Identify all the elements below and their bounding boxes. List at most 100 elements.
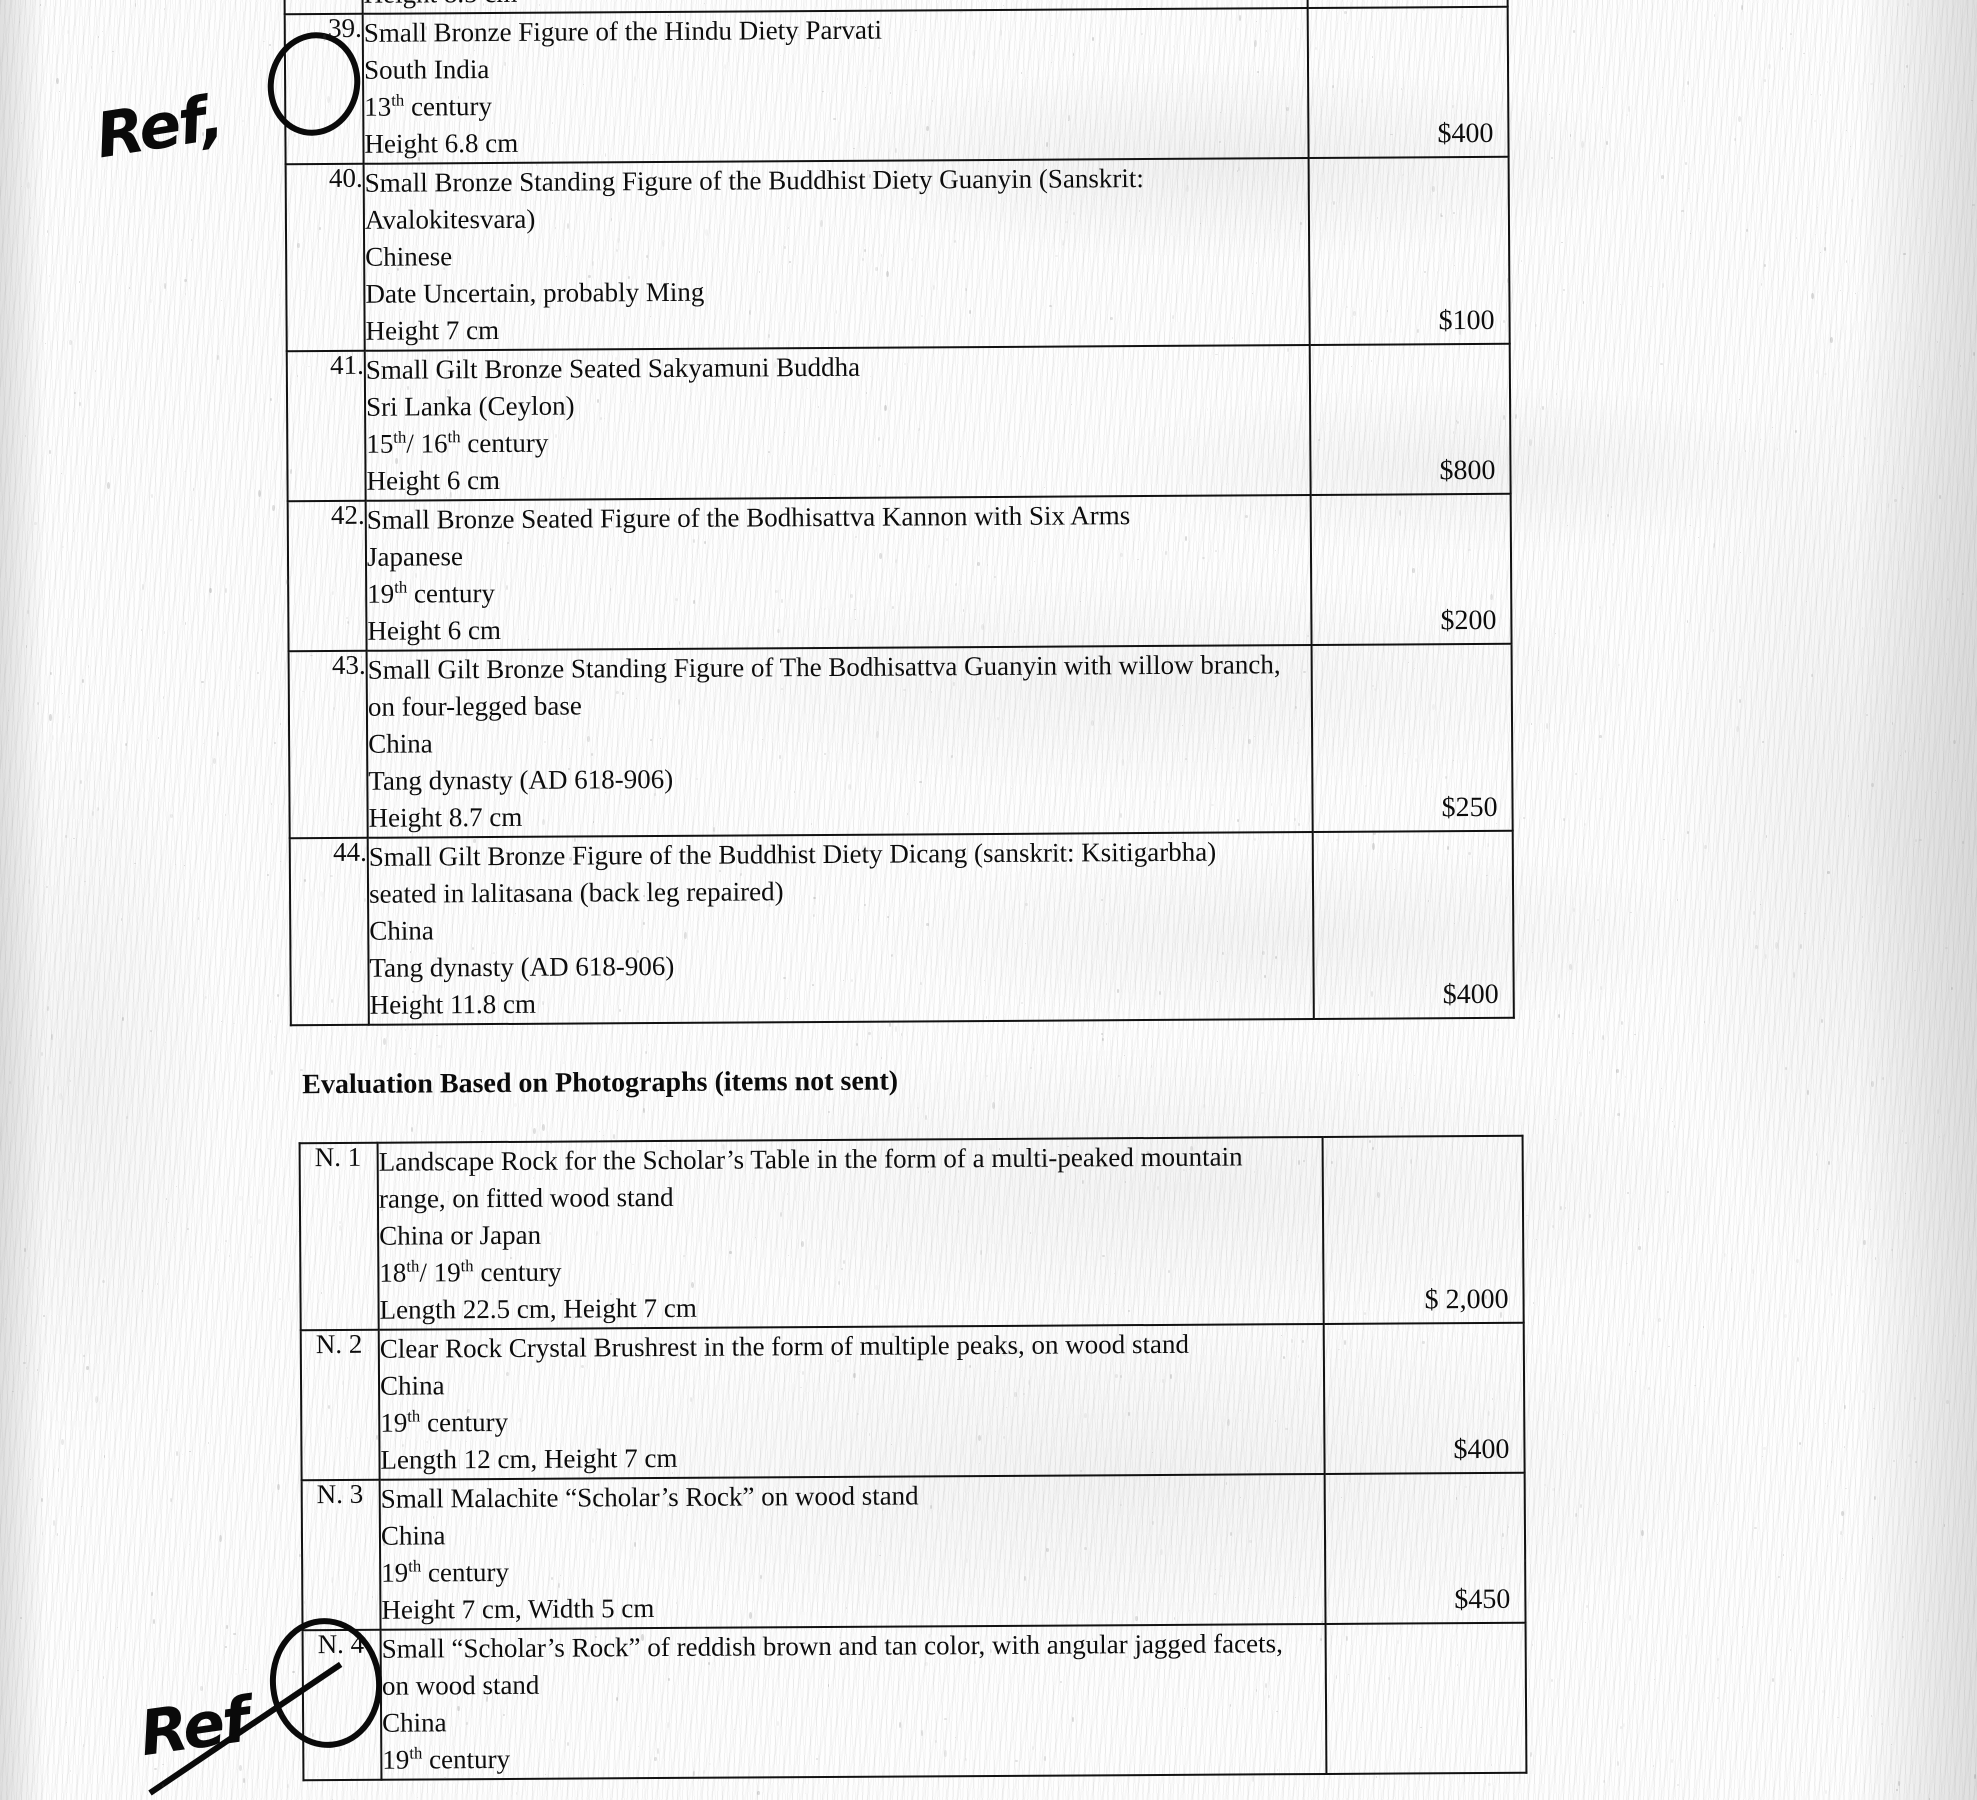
description-line: on four-legged base — [367, 690, 582, 722]
scan-speck — [1929, 1798, 1930, 1800]
row-price-cell — [1325, 1622, 1527, 1774]
row-description-cell: Landscape Rock for the Scholar’s Table i… — [377, 1136, 1324, 1330]
row-price-cell: $100 — [1308, 156, 1510, 346]
description-line: Height 7 cm, Width 5 cm — [381, 1593, 655, 1625]
row-number-cell: 40. — [285, 163, 365, 352]
lots-table-body: Height 8.5 cm$50039.Small Bronze Figure … — [284, 0, 1514, 1026]
price-value: $ 2,000 — [1424, 1283, 1509, 1316]
description-line: Small “Scholar’s Rock” of reddish brown … — [381, 1628, 1283, 1664]
row-price-cell: $450 — [1324, 1472, 1526, 1624]
description-line: China — [380, 1520, 446, 1551]
description-line: 13th century — [364, 90, 493, 122]
description-line: China — [382, 1707, 447, 1738]
description-line: Chinese — [365, 241, 453, 272]
description-line: Date Uncertain, probably Ming — [365, 276, 705, 309]
price-value: $400 — [1453, 1433, 1510, 1466]
description-line: 18th/ 19th century — [379, 1256, 562, 1288]
description-line: Small Gilt Bronze Standing Figure of The… — [367, 649, 1281, 685]
row-price-cell: $400 — [1307, 6, 1509, 159]
row-price-cell: $400 — [1323, 1322, 1525, 1474]
table-row: N. 3 Small Malachite “Scholar’s Rock” on … — [301, 1472, 1526, 1631]
price-value: $100 — [1438, 304, 1495, 337]
row-description-cell: Small Bronze Figure of the Hindu Diety P… — [362, 8, 1309, 164]
table-row: 44. Small Gilt Bronze Figure of the Buddh… — [289, 830, 1514, 1026]
price-value: $400 — [1437, 117, 1494, 150]
description-line: 19th century — [380, 1406, 509, 1438]
description-line: 19th century — [381, 1556, 510, 1588]
description-line: Height 11.8 cm — [369, 988, 537, 1020]
price-value: $200 — [1440, 604, 1497, 637]
description-line: Sri Lanka (Ceylon) — [365, 390, 575, 422]
price-value: $400 — [1442, 978, 1499, 1011]
table-row: 42. Small Bronze Seated Figure of the Bod… — [287, 493, 1512, 652]
row-number-cell: 42. — [287, 500, 367, 652]
description-line: South India — [363, 54, 490, 85]
row-price-cell: $ 2,000 — [1322, 1135, 1524, 1324]
row-number-cell: 44. — [289, 837, 369, 1026]
description-line: 19th century — [382, 1743, 511, 1775]
description-line: Small Bronze Figure of the Hindu Diety P… — [363, 14, 883, 48]
table-row: 40. Small Bronze Standing Figure of the B… — [285, 156, 1510, 352]
price-value: $800 — [1439, 454, 1496, 487]
description-line: Tang dynasty (AD 618-906) — [368, 763, 674, 796]
description-line: Height 7 cm — [365, 314, 500, 346]
price-value: $450 — [1454, 1583, 1511, 1616]
row-description-cell: Clear Rock Crystal Brushrest in the form… — [378, 1323, 1325, 1480]
row-price-cell: $800 — [1309, 343, 1511, 496]
row-description-cell: Small Gilt Bronze Standing Figure of The… — [366, 645, 1313, 838]
description-line: Small Bronze Standing Figure of the Budd… — [364, 163, 1144, 198]
description-line: China — [369, 915, 434, 946]
description-line: Landscape Rock for the Scholar’s Table i… — [378, 1141, 1243, 1177]
price-value: $250 — [1441, 791, 1498, 824]
handwritten-ref-note-bottom: Ref — [135, 1682, 253, 1771]
row-number-cell: 41. — [286, 350, 366, 502]
description-line: Tang dynasty (AD 618-906) — [369, 950, 675, 983]
description-line: Height 6 cm — [367, 614, 502, 646]
description-line: China — [379, 1370, 445, 1401]
row-description-cell: Small Gilt Bronze Seated Sakyamuni Buddh… — [364, 345, 1311, 501]
description-line: Length 22.5 cm, Height 7 cm — [379, 1292, 697, 1325]
description-line: Small Bronze Seated Figure of the Bodhis… — [366, 500, 1131, 535]
row-number-cell: N. 1 — [299, 1142, 379, 1331]
row-description-cell: Small Malachite “Scholar’s Rock” on wood… — [379, 1473, 1326, 1630]
table-row: N. 4 Small “Scholar’s Rock” of reddish br… — [302, 1622, 1527, 1781]
photographs-table: N. 1 Landscape Rock for the Scholar’s Tab… — [299, 1135, 1528, 1781]
description-line: 15th/ 16th century — [366, 427, 549, 459]
row-description-cell: Small Bronze Seated Figure of the Bodhis… — [365, 495, 1312, 651]
description-line: Avalokitesvara) — [364, 203, 536, 235]
description-line: Height 6.8 cm — [364, 127, 519, 159]
description-line: Small Gilt Bronze Figure of the Buddhist… — [368, 836, 1217, 872]
row-price-cell: $200 — [1310, 493, 1512, 646]
row-description-cell: Small Bronze Standing Figure of the Budd… — [363, 158, 1310, 351]
description-line: Height 8.7 cm — [368, 801, 523, 833]
section-heading-photographs: Evaluation Based on Photographs (items n… — [302, 1065, 899, 1101]
description-line: 19th century — [367, 577, 496, 609]
table-row: 41. Small Gilt Bronze Seated Sakyamuni Bu… — [286, 343, 1511, 502]
description-line: Small Gilt Bronze Seated Sakyamuni Buddh… — [365, 351, 861, 385]
table-row: N. 1 Landscape Rock for the Scholar’s Tab… — [299, 1135, 1524, 1331]
description-line: Height 6 cm — [366, 464, 501, 496]
row-number-cell: 43. — [288, 650, 368, 839]
description-line: China — [368, 728, 433, 759]
row-description-cell: Small Gilt Bronze Figure of the Buddhist… — [367, 832, 1314, 1025]
lots-table: Height 8.5 cm$50039.Small Bronze Figure … — [283, 0, 1514, 1026]
row-price-cell: $250 — [1311, 643, 1513, 833]
table-row: 39. Small Bronze Figure of the Hindu Diet… — [284, 6, 1509, 165]
description-line: Clear Rock Crystal Brushrest in the form… — [379, 1328, 1190, 1364]
description-line: seated in lalitasana (back leg repaired) — [368, 876, 784, 909]
row-description-cell: Small “Scholar’s Rock” of reddish brown … — [380, 1623, 1327, 1780]
row-number-cell: N. 3 — [301, 1479, 381, 1631]
description-line: Japanese — [366, 541, 464, 572]
table-row: N. 2 Clear Rock Crystal Brushrest in the … — [300, 1322, 1525, 1481]
description-line: Small Malachite “Scholar’s Rock” on wood… — [380, 1480, 919, 1514]
description-line: Length 12 cm, Height 7 cm — [380, 1442, 678, 1475]
row-price-cell: $400 — [1312, 830, 1514, 1020]
photographs-table-body: N. 1 Landscape Rock for the Scholar’s Tab… — [299, 1135, 1527, 1781]
description-line: range, on fitted wood stand — [378, 1181, 674, 1214]
description-line: China or Japan — [379, 1219, 542, 1251]
description-line: on wood stand — [381, 1669, 540, 1701]
row-number-cell: N. 2 — [300, 1329, 380, 1481]
table-row: 43. Small Gilt Bronze Standing Figure of … — [288, 643, 1513, 839]
